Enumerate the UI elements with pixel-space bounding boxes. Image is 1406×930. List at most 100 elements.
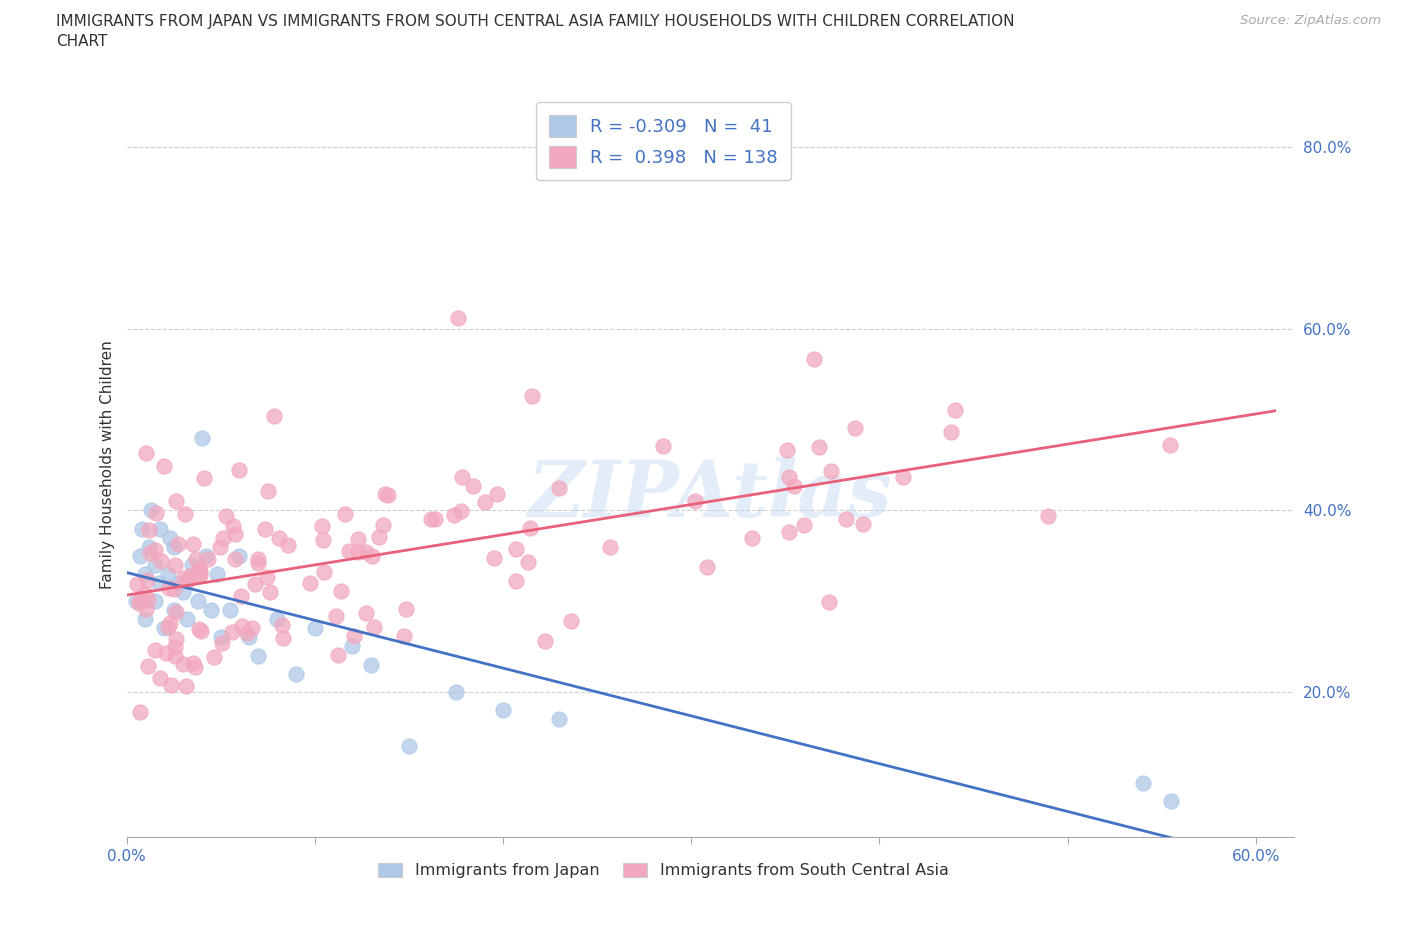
Point [835, 512, 858, 526]
Point [335, 506, 357, 521]
Point [143, 643, 166, 658]
Point [212, 531, 235, 546]
Point [263, 408, 285, 423]
Point [485, 486, 508, 501]
Point [269, 531, 291, 546]
Point [419, 512, 441, 527]
Point [165, 604, 187, 619]
Point [560, 614, 582, 629]
Point [155, 645, 177, 660]
Point [238, 630, 260, 644]
Point [891, 470, 914, 485]
Point [153, 458, 176, 473]
Point [176, 573, 198, 588]
Point [517, 554, 540, 569]
Point [138, 523, 160, 538]
Point [134, 587, 156, 602]
Point [257, 484, 280, 498]
Point [803, 352, 825, 366]
Point [374, 486, 396, 501]
Point [181, 557, 204, 572]
Text: Source: ZipAtlas.com: Source: ZipAtlas.com [1240, 14, 1381, 27]
Point [138, 539, 160, 554]
Point [247, 555, 270, 570]
Point [167, 537, 190, 551]
Point [209, 539, 232, 554]
Point [205, 566, 228, 581]
Point [221, 624, 243, 639]
Point [187, 593, 209, 608]
Point [215, 509, 238, 524]
Point [135, 602, 157, 617]
Point [143, 593, 166, 608]
Point [548, 711, 571, 726]
Point [354, 544, 377, 559]
Point [696, 559, 718, 574]
Point [172, 585, 194, 600]
Point [187, 566, 209, 581]
Point [398, 738, 420, 753]
Point [165, 494, 187, 509]
Text: IMMIGRANTS FROM JAPAN VS IMMIGRANTS FROM SOUTH CENTRAL ASIA FAMILY HOUSEHOLDS WI: IMMIGRANTS FROM JAPAN VS IMMIGRANTS FROM… [56, 14, 1015, 29]
Point [159, 530, 181, 545]
Y-axis label: Family Households with Children: Family Households with Children [100, 340, 115, 590]
Point [271, 631, 294, 645]
Point [149, 553, 172, 568]
Point [245, 577, 267, 591]
Point [165, 557, 187, 572]
Point [534, 633, 557, 648]
Point [807, 440, 830, 455]
Point [231, 589, 253, 604]
Point [157, 620, 180, 635]
Point [522, 389, 544, 404]
Point [312, 565, 335, 579]
Point [651, 439, 673, 454]
Point [188, 621, 211, 636]
Point [211, 635, 233, 650]
Point [128, 549, 150, 564]
Point [159, 616, 181, 631]
Point [163, 581, 186, 596]
Point [156, 566, 179, 581]
Point [134, 566, 156, 581]
Point [128, 596, 150, 611]
Point [128, 705, 150, 720]
Point [778, 469, 800, 484]
Point [505, 542, 527, 557]
Point [197, 552, 219, 567]
Point [172, 657, 194, 671]
Point [741, 530, 763, 545]
Point [311, 519, 333, 534]
Point [181, 537, 204, 551]
Point [939, 425, 962, 440]
Point [343, 629, 366, 644]
Point [392, 628, 415, 643]
Point [599, 540, 621, 555]
Point [852, 516, 875, 531]
Point [176, 678, 198, 693]
Point [492, 702, 515, 717]
Point [337, 543, 360, 558]
Point [162, 539, 184, 554]
Point [371, 517, 394, 532]
Point [127, 577, 149, 591]
Point [191, 431, 214, 445]
Point [145, 506, 167, 521]
Legend: Immigrants from Japan, Immigrants from South Central Asia: Immigrants from Japan, Immigrants from S… [371, 857, 955, 884]
Point [484, 551, 506, 565]
Point [793, 518, 815, 533]
Point [236, 626, 259, 641]
Point [184, 551, 207, 566]
Point [187, 561, 209, 576]
Point [194, 549, 217, 564]
Point [190, 623, 212, 638]
Point [200, 603, 222, 618]
Point [165, 631, 187, 646]
Point [221, 519, 243, 534]
Point [157, 580, 180, 595]
Point [125, 593, 148, 608]
Point [447, 311, 470, 325]
Point [347, 544, 370, 559]
Point [451, 470, 474, 485]
Point [368, 530, 391, 545]
